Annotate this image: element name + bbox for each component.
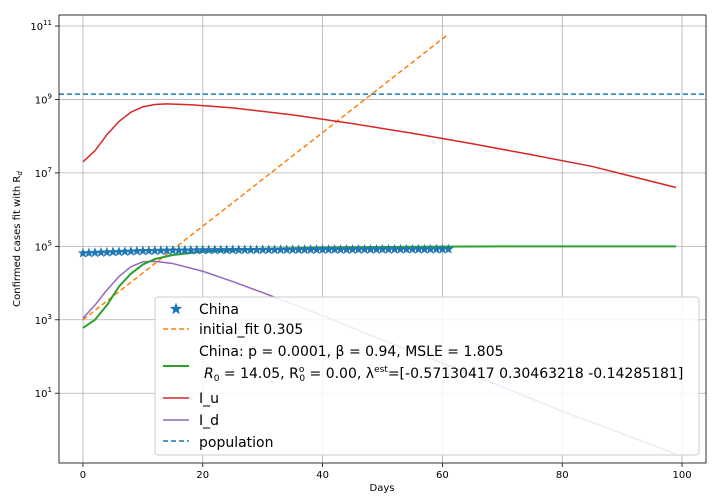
x-tick-label: 80 xyxy=(556,470,569,481)
series-china-point xyxy=(311,244,322,255)
series-china_fit-line xyxy=(82,245,677,329)
series-china-point xyxy=(353,243,364,254)
legend-label-i-d: I_d xyxy=(199,413,219,429)
series-china-point xyxy=(425,243,436,254)
series-china-point xyxy=(443,243,454,254)
series-china-point xyxy=(251,244,262,255)
series-china-point xyxy=(203,244,214,255)
y-tick-label: 103 xyxy=(35,313,52,327)
series-china-point xyxy=(179,244,191,255)
series-china-point xyxy=(257,244,268,255)
series-china-point xyxy=(269,244,280,255)
series-china-point xyxy=(281,244,292,255)
series-initial_fit-line xyxy=(82,33,449,321)
legend: China initial_fit 0.305 China: p = 0.000… xyxy=(154,296,700,456)
series-china-point xyxy=(131,245,143,256)
y-tick-label: 1011 xyxy=(30,19,52,33)
legend-label-china-fit-params: R0 = 14.05, Ro 0 = 0.00, λest=[-0.5713041… xyxy=(204,365,683,384)
series-china-point xyxy=(305,244,316,255)
series-china-point xyxy=(113,246,125,257)
series-china-point xyxy=(293,244,304,255)
y-ticks: 101 103 105 107 109 1011 xyxy=(30,19,59,400)
series-china-point xyxy=(77,247,89,258)
series-china-point xyxy=(407,243,418,254)
series-china-point xyxy=(119,246,131,257)
y-tick-label: 105 xyxy=(35,239,52,253)
series-china-point xyxy=(167,244,179,255)
series-china-point xyxy=(95,246,107,257)
series-china-point xyxy=(287,244,298,255)
series-china-point xyxy=(299,244,310,255)
series-china-point xyxy=(395,243,406,254)
series-china-point xyxy=(155,245,167,256)
series-china-point xyxy=(317,244,328,255)
series-china-point xyxy=(329,244,340,255)
y-tick-label: 109 xyxy=(35,92,52,106)
series-china-point xyxy=(161,245,173,255)
series-china-point xyxy=(365,243,376,254)
series-china-point xyxy=(437,243,448,254)
legend-label-population: population xyxy=(199,435,274,451)
series-china-point xyxy=(383,243,394,254)
series-china-point xyxy=(125,245,137,256)
series-china-point xyxy=(101,246,113,257)
series-china-point xyxy=(197,244,209,255)
series-china-point xyxy=(389,243,400,254)
series-china-point xyxy=(173,244,185,255)
legend-label-china: China xyxy=(199,302,239,318)
legend-label-initial-fit: initial_fit 0.305 xyxy=(199,322,303,338)
x-tick-label: 20 xyxy=(196,470,209,481)
series-china-point xyxy=(227,244,238,255)
series-china-point xyxy=(431,243,442,254)
series-china-point xyxy=(401,243,412,254)
series-china-point xyxy=(209,244,220,255)
series-china-point xyxy=(413,243,424,254)
x-axis-label: Days xyxy=(370,483,395,494)
series-china-point xyxy=(215,244,226,255)
series-china-point xyxy=(191,244,203,255)
plot-frame xyxy=(58,14,707,464)
x-tick-label: 0 xyxy=(80,470,86,481)
series-china-point xyxy=(335,244,346,254)
series-china-point xyxy=(107,246,119,257)
x-tick-label: 40 xyxy=(316,470,329,481)
series-china-point xyxy=(239,244,250,255)
legend-label-i-u: I_u xyxy=(199,391,219,407)
legend-marker-china xyxy=(169,302,183,315)
series-china-point xyxy=(347,244,358,254)
series-china-point xyxy=(419,243,430,254)
series-china-point xyxy=(143,245,155,256)
series-china-point xyxy=(377,243,388,254)
series-china-point xyxy=(221,244,232,255)
legend-box xyxy=(154,296,700,456)
series-I_u-line xyxy=(82,103,677,189)
series-china-point xyxy=(233,244,244,255)
x-tick-label: 60 xyxy=(436,470,449,481)
y-tick-label: 107 xyxy=(35,166,52,180)
series-china-point xyxy=(185,244,197,255)
y-tick-label: 101 xyxy=(35,386,52,400)
series-china-point xyxy=(245,244,256,255)
series-china-point xyxy=(341,244,352,254)
y-axis-label: Confirmed cases fit with Rd xyxy=(12,171,24,307)
series-china-point xyxy=(371,243,382,254)
series-china-point xyxy=(263,244,274,255)
legend-label-china-fit: China: p = 0.0001, β = 0.94, MSLE = 1.80… xyxy=(199,344,504,360)
series-china-point xyxy=(275,244,286,255)
series-china-point xyxy=(149,245,161,256)
series-china-point xyxy=(83,247,95,258)
series-china-point xyxy=(359,243,370,254)
x-ticks: 0 20 40 60 80 100 xyxy=(80,463,692,481)
series-china-point xyxy=(89,247,101,258)
series-china-point xyxy=(137,245,149,256)
series-china-point xyxy=(323,244,334,255)
x-tick-label: 100 xyxy=(672,470,691,481)
